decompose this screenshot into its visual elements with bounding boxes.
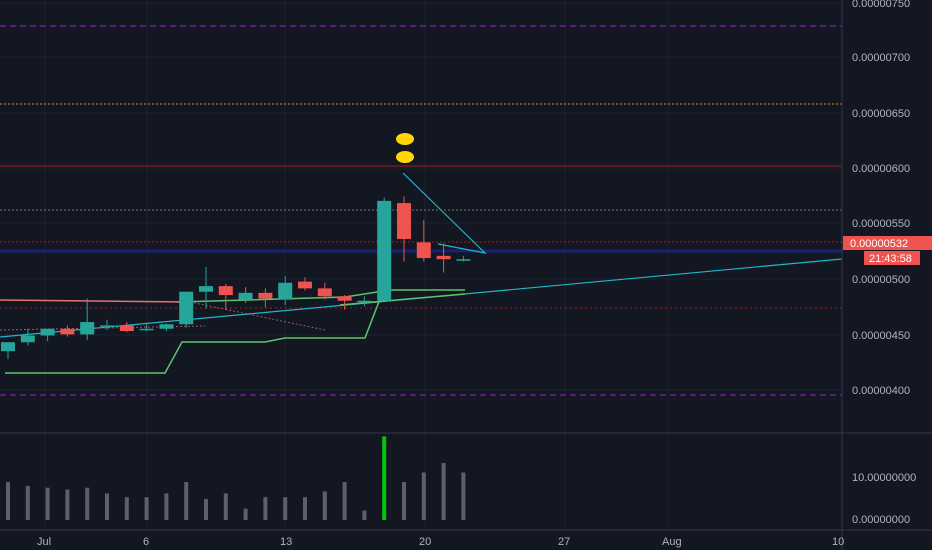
candle-up (238, 292, 253, 300)
drawings (0, 172, 843, 374)
candle-down (298, 281, 312, 289)
candle-down (258, 292, 273, 299)
candle-down (60, 328, 75, 335)
candle-up (278, 282, 293, 300)
time-label: 10 (832, 536, 844, 548)
last-price-tag (843, 236, 932, 250)
candles (1, 196, 471, 360)
volume-bar (45, 487, 50, 520)
signal-marker (396, 151, 414, 163)
time-label: 20 (419, 536, 431, 548)
volume-bar (223, 493, 228, 520)
candle-up (357, 300, 372, 303)
grid (0, 0, 842, 530)
candle-up (1, 342, 15, 352)
volume-bar (124, 497, 129, 520)
candle-down (218, 286, 233, 296)
volume-bar (441, 463, 446, 520)
price-label: 0.00000400 (852, 385, 910, 397)
candle-down (397, 203, 411, 240)
price-label: 0.00000550 (852, 218, 910, 230)
pennant-pattern (402, 172, 487, 254)
time-label: Jul (37, 536, 51, 548)
volume-axis[interactable]: 10.00000000 0.00000000 (852, 472, 916, 526)
volume-bar (342, 482, 347, 520)
time-label: 27 (558, 536, 570, 548)
candle-up (377, 200, 392, 301)
volume-bar (263, 497, 268, 520)
candle-down (119, 325, 134, 332)
dotted-trend-line (189, 301, 326, 331)
volume-bar (184, 482, 189, 520)
time-axis[interactable]: Jul 6 13 20 27 Aug 10 (37, 536, 844, 548)
markers (396, 133, 414, 163)
volume-bar (421, 472, 426, 520)
volume-bar-highlight (382, 436, 387, 520)
volume-bar (461, 472, 466, 520)
volume-bar (85, 487, 90, 520)
candle-up (159, 324, 174, 329)
candle-down (416, 242, 431, 259)
price-label: 0.00000600 (852, 163, 910, 175)
volume-bars (6, 436, 466, 520)
candle-up (100, 325, 114, 327)
volume-bar (65, 489, 70, 520)
signal-marker (396, 133, 414, 145)
volume-bar (164, 493, 169, 520)
upper-band-line (177, 289, 465, 303)
time-label: 6 (143, 536, 149, 548)
trailing-stop-line (5, 285, 386, 374)
volume-bar (362, 510, 367, 520)
candle-up (80, 322, 95, 335)
candle-up (456, 259, 471, 261)
volume-bar (105, 493, 109, 520)
volume-label: 10.00000000 (852, 472, 916, 484)
candle-up (40, 328, 55, 336)
time-label: 13 (280, 536, 292, 548)
candle-down (337, 296, 352, 301)
price-label: 0.00000650 (852, 108, 910, 120)
candle-up (199, 286, 213, 292)
volume-label: 0.00000000 (852, 514, 910, 526)
resistance-line (0, 299, 191, 303)
price-label: 0.00000750 (852, 0, 910, 10)
price-label: 0.00000450 (852, 330, 910, 342)
candle-up (20, 335, 35, 343)
volume-bar (283, 497, 288, 520)
volume-bar (25, 485, 30, 520)
price-axis[interactable]: 0.00000750 0.00000700 0.00000650 0.00000… (852, 0, 910, 397)
countdown-tag (864, 251, 920, 265)
volume-bar (303, 497, 307, 520)
price-label: 0.00000500 (852, 274, 910, 286)
countdown-value: 21:43:58 (869, 253, 912, 265)
lower-band-line (339, 293, 466, 306)
price-label: 0.00000700 (852, 52, 910, 64)
last-price-value: 0.00000532 (850, 238, 908, 250)
candle-up (179, 291, 194, 325)
candle-up (139, 328, 154, 331)
volume-bar (6, 482, 10, 520)
time-label: Aug (662, 536, 682, 548)
candle-down (436, 255, 451, 260)
volume-bar (402, 482, 406, 520)
volume-bar (322, 491, 327, 520)
candle-down (317, 288, 332, 297)
volume-bar (144, 497, 149, 520)
volume-bar (204, 499, 208, 520)
volume-bar (243, 508, 248, 520)
